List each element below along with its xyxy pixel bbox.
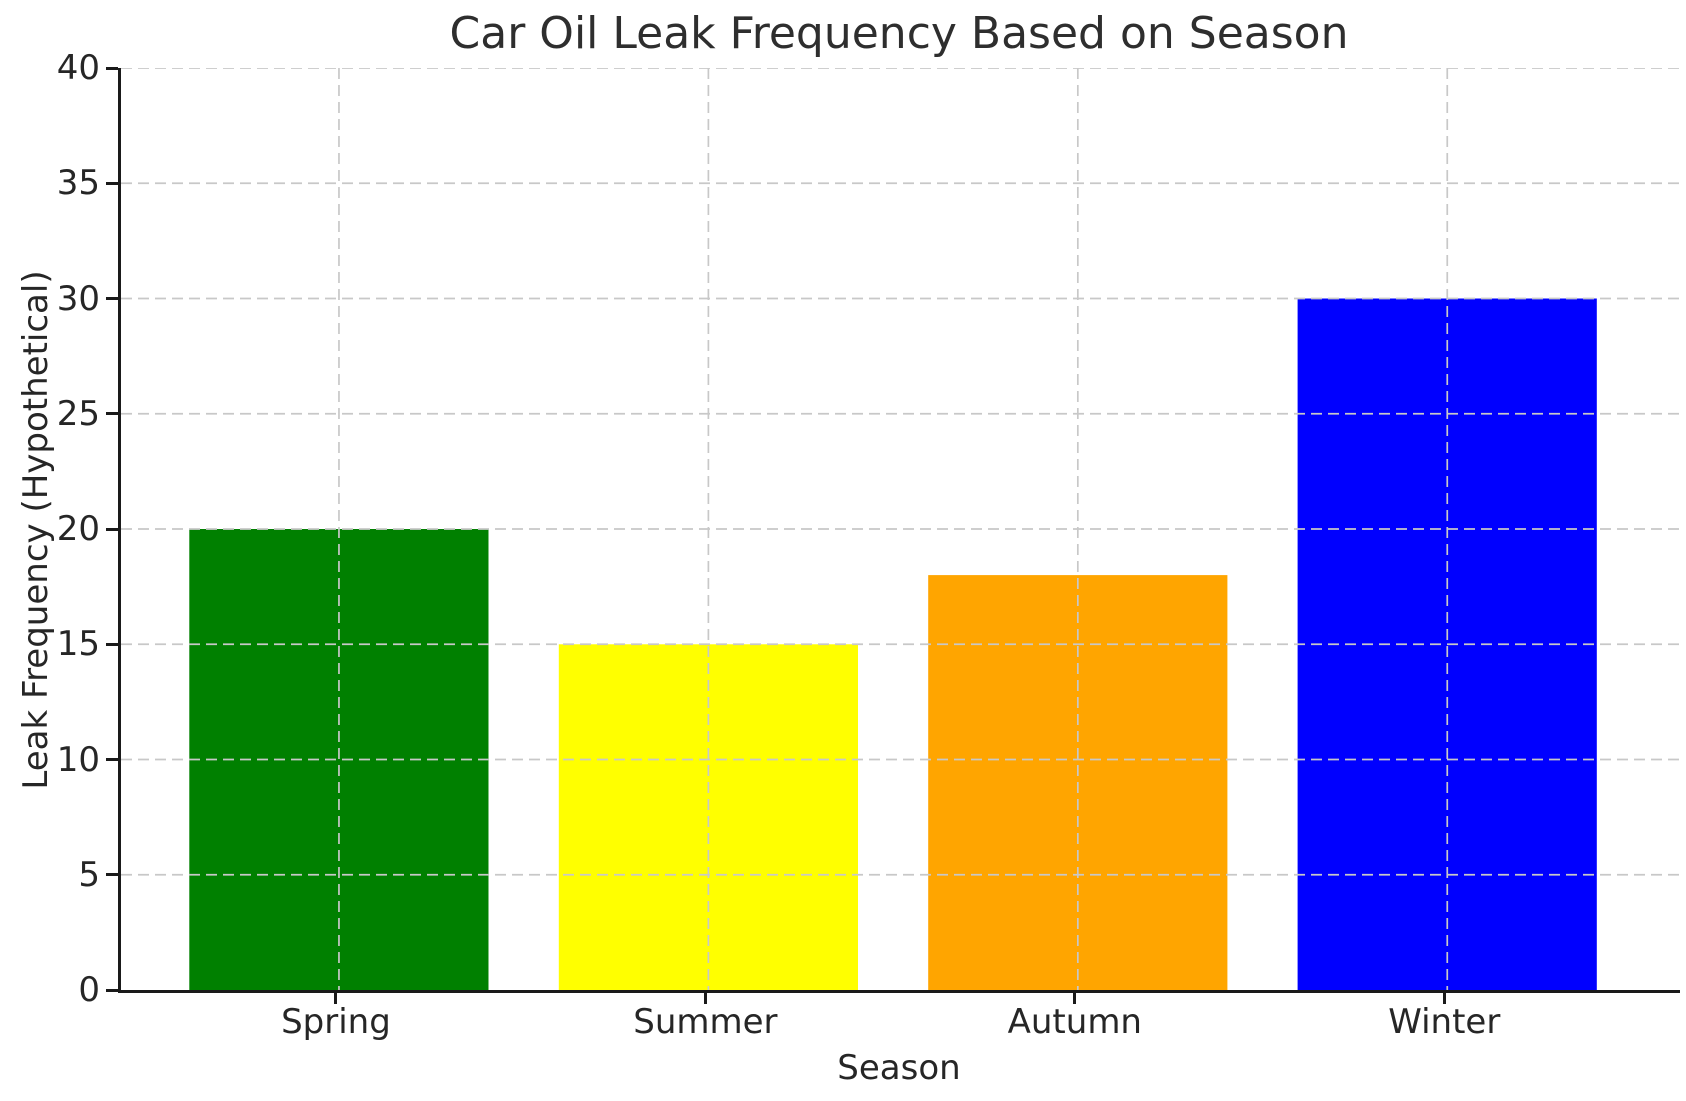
chart-canvas: [121, 68, 1680, 990]
y-tick-label-40: 40: [56, 48, 100, 88]
x-tick-label-summer: Summer: [633, 1002, 778, 1042]
x-tick-label-spring: Spring: [281, 1002, 391, 1042]
y-tick-mark-35: [106, 181, 118, 185]
y-tick-label-15: 15: [56, 624, 100, 665]
x-tick-mark-winter: [1442, 993, 1446, 1004]
y-tick-mark-0: [106, 988, 118, 992]
x-tick-mark-autumn: [1073, 993, 1077, 1004]
y-tick-mark-40: [106, 66, 118, 70]
y-tick-label-30: 30: [56, 278, 100, 319]
plot-area: [118, 68, 1680, 993]
y-tick-mark-20: [106, 527, 118, 531]
y-tick-mark-10: [106, 758, 118, 761]
y-tick-mark-5: [106, 873, 118, 877]
x-tick-mark-spring: [334, 993, 338, 1004]
y-tick-label-0: 0: [78, 970, 100, 1010]
y-tick-mark-15: [106, 642, 118, 646]
y-tick-label-25: 25: [56, 393, 100, 434]
y-tick-label-10: 10: [56, 739, 100, 780]
x-tick-label-autumn: Autumn: [1007, 1002, 1142, 1042]
y-tick-mark-30: [106, 297, 118, 300]
y-tick-label-20: 20: [56, 509, 100, 549]
y-tick-label-5: 5: [78, 854, 100, 895]
chart-title: Car Oil Leak Frequency Based on Season: [449, 8, 1349, 59]
x-axis-label: Season: [837, 1048, 961, 1088]
y-tick-mark-25: [106, 412, 118, 416]
y-tick-label-35: 35: [56, 163, 100, 204]
x-tick-label-winter: Winter: [1388, 1002, 1501, 1042]
x-tick-mark-summer: [703, 993, 707, 1004]
